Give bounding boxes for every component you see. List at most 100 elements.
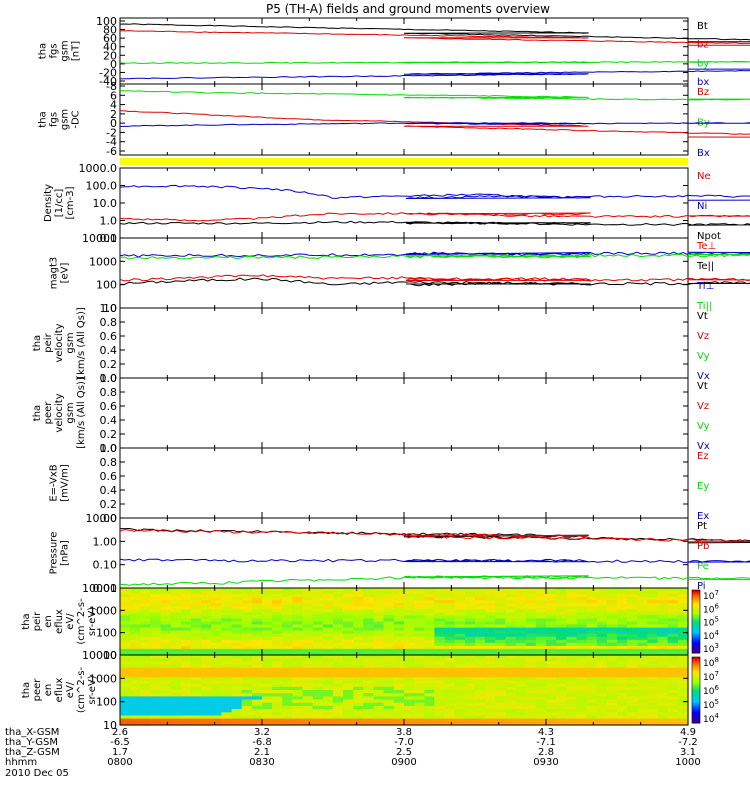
heatmap-cell — [231, 696, 243, 701]
heatmap-cell — [556, 705, 567, 710]
heatmap-cell — [353, 642, 364, 647]
heatmap-cell — [586, 597, 598, 601]
heatmap-cell — [322, 709, 334, 713]
heatmap-cell — [160, 702, 172, 707]
heatmap-cell — [454, 721, 466, 726]
heatmap-cell — [393, 594, 405, 598]
heatmap-cell — [393, 674, 405, 678]
heatmap-cell — [404, 624, 415, 629]
heatmap-cell — [343, 696, 354, 701]
heatmap-cell — [130, 674, 141, 678]
heatmap-cell — [525, 696, 537, 701]
heatmap-cell — [282, 603, 293, 607]
heatmap-cell — [292, 690, 304, 694]
heatmap-cell — [120, 642, 131, 647]
heatmap-cell — [576, 670, 588, 675]
heatmap-cell — [302, 615, 314, 619]
heatmap-cell — [201, 664, 212, 669]
heatmap-cell — [576, 680, 588, 685]
heatmap-cell — [170, 645, 182, 650]
heatmap-cell — [180, 680, 192, 685]
heatmap-cell — [251, 630, 263, 635]
heatmap-cell — [414, 597, 425, 601]
heatmap-cell — [647, 683, 659, 688]
heatmap-cell — [312, 642, 324, 647]
heatmap-cell — [180, 636, 192, 641]
heatmap-cell — [180, 693, 192, 697]
heatmap-cell — [444, 667, 456, 672]
heatmap-cell — [140, 630, 151, 635]
heatmap-cell — [454, 603, 466, 607]
heatmap-cell — [241, 696, 253, 701]
heatmap-cell — [475, 615, 486, 619]
heatmap-cell — [201, 699, 212, 704]
heatmap-cell — [464, 658, 476, 662]
heatmap-cell — [566, 721, 577, 726]
heatmap-cell — [292, 680, 304, 685]
heatmap-cell — [120, 645, 131, 650]
heatmap-cell — [677, 636, 689, 641]
colorbar-tick-exponent: 3 — [714, 642, 718, 650]
heatmap-cell — [495, 588, 506, 592]
heatmap-cell — [241, 658, 253, 662]
y-tick-label: 4 — [110, 99, 117, 112]
heatmap-cell — [333, 718, 344, 723]
heatmap-cell — [515, 639, 527, 644]
heatmap-cell — [454, 712, 466, 717]
heatmap-cell — [485, 721, 496, 726]
heatmap-cell — [404, 709, 415, 713]
heatmap-cell — [576, 686, 588, 691]
heatmap-cell — [150, 591, 162, 595]
panel-frame — [119, 307, 689, 379]
heatmap-cell — [606, 594, 618, 598]
heatmap-cell — [617, 600, 628, 604]
heatmap-cell — [485, 591, 496, 595]
heatmap-cell — [363, 645, 375, 650]
heatmap-cell — [667, 612, 679, 616]
heatmap-cell — [180, 648, 192, 653]
heatmap-cell — [627, 709, 638, 713]
heatmap-cell — [140, 624, 151, 629]
colorbar-cell — [692, 714, 700, 717]
heatmap-cell — [363, 591, 375, 595]
heatmap-cell — [302, 636, 314, 641]
heatmap-cell — [454, 674, 466, 678]
heatmap-cell — [414, 712, 425, 717]
heatmap-cell — [333, 661, 344, 666]
heatmap-cell — [272, 609, 283, 613]
heatmap-cell — [231, 670, 243, 675]
heatmap-cell — [180, 606, 192, 610]
y-tick-label: 0.1 — [100, 232, 118, 245]
colorbar-tick-base: 10 — [703, 659, 715, 669]
heatmap-cell — [251, 696, 263, 701]
colorbar-cell — [692, 629, 700, 633]
heatmap-cell — [180, 630, 192, 635]
heatmap-cell — [677, 670, 689, 675]
heatmap-cell — [667, 664, 679, 669]
heatmap-cell — [191, 705, 202, 710]
heatmap-cell — [627, 693, 638, 697]
heatmap-cell — [454, 621, 466, 626]
heatmap-cell — [404, 693, 415, 697]
heatmap-cell — [556, 667, 567, 672]
heatmap-cell — [586, 627, 598, 632]
heatmap-cell — [211, 696, 222, 701]
heatmap-cell — [414, 603, 425, 607]
colorbar-cell — [692, 646, 700, 650]
heatmap-cell — [272, 615, 283, 619]
series-line-Ti⊥ — [119, 251, 750, 258]
heatmap-cell — [495, 655, 506, 659]
heatmap-cell — [343, 702, 354, 707]
heatmap-cell — [667, 594, 679, 598]
heatmap-cell — [201, 630, 212, 635]
heatmap-cell — [343, 636, 354, 641]
heatmap-cell — [566, 709, 577, 713]
heatmap-cell — [677, 597, 689, 601]
heatmap-cell — [191, 670, 202, 675]
heatmap-cell — [657, 621, 669, 626]
heatmap-cell — [556, 588, 567, 592]
heatmap-cell — [677, 655, 689, 659]
heatmap-cell — [353, 661, 364, 666]
heatmap-cell — [596, 655, 608, 659]
heatmap-cell — [251, 667, 263, 672]
